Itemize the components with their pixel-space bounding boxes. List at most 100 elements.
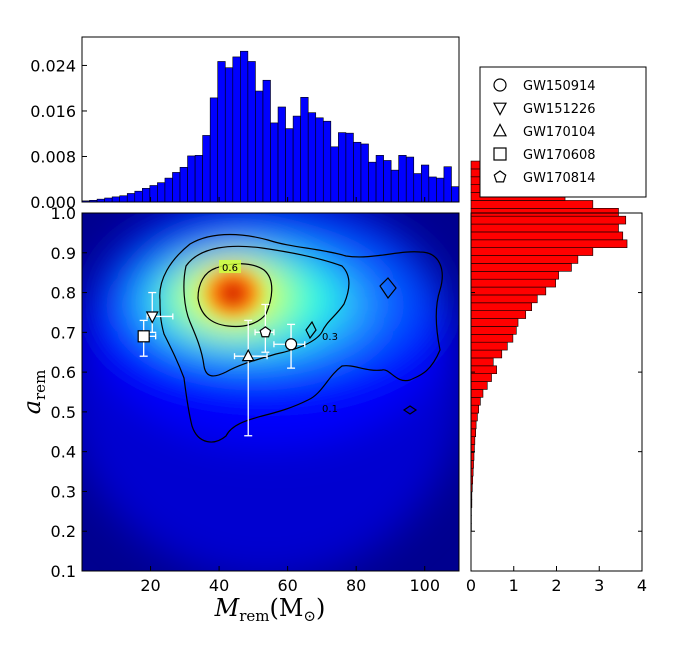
x-tick-label: 40 [209,576,229,595]
y-tick-label: 1.0 [51,204,76,223]
top-histogram-bar [368,161,377,203]
right-x-tick-label: 0 [466,576,476,595]
right-x-tick-label: 3 [594,576,604,595]
top-histogram-bar [285,128,294,203]
top-histogram-bar [322,120,332,203]
x-axis-subscript: rem [239,607,269,625]
top-histogram-bar [307,112,317,203]
right-x-tick-label: 4 [637,576,647,595]
right-histogram-bar [470,357,494,367]
main-panel: 0.6 0.3 0.1 20 40 60 80 100 0.10.20.30.40.50… [18,204,460,625]
right-histogram-bar [470,271,559,280]
y-tick-label: 0.2 [51,522,76,541]
top-histogram-bar [247,61,256,203]
right-histogram-bar [470,294,538,304]
legend-label: GW170608 [523,148,596,163]
right-histogram-bar [470,255,579,264]
event-points [137,291,306,437]
heatmap-density [82,213,459,571]
right-x-tick-label: 2 [551,576,561,595]
right-histogram-bar [470,373,492,382]
legend-label: GW170814 [523,171,596,186]
right-histogram-bar [470,389,484,398]
top-y-tick-label: 0.024 [30,56,76,75]
top-histogram-bar [270,122,279,203]
top-histogram-bar [277,106,286,203]
y-tick-label: 0.5 [51,403,76,422]
y-axis-symbol: a [18,400,46,414]
legend-marker-gw170814 [493,170,507,183]
x-axis-unit-open: (M [269,594,303,622]
top-histogram-bar [262,79,271,203]
top-histogram-bar [187,155,196,203]
top-histogram-bar [315,117,324,203]
top-histogram-bar [338,132,347,203]
top-histogram-bar [134,190,143,203]
top-histogram-bar [428,176,437,203]
event-marker-gw150914 [284,338,298,351]
top-histogram-bar [353,141,362,203]
legend-marker-gw170608 [493,147,507,161]
x-tick-label: 20 [140,576,160,595]
right-y-ticks [471,292,642,532]
right-histogram-bar [470,334,514,343]
contour-0-3 [183,245,350,377]
contour-label-0-3: 0.3 [322,332,338,343]
y-tick-label: 0.6 [51,363,76,382]
right-histogram-bar [470,349,503,359]
top-histogram-bar [224,67,234,203]
top-histogram-bar [420,164,430,203]
right-histogram-bar [470,208,619,217]
legend-marker-gw150914 [493,78,507,92]
x-tick-label: 100 [409,576,440,595]
top-histogram-bar [330,146,339,203]
contours [159,233,443,443]
top-histogram-bar [292,115,301,203]
legend-label: GW170104 [523,125,596,140]
top-x-ticks [150,197,426,202]
top-histogram-bar [255,90,264,203]
top-histogram: 0.000 0.008 0.016 0.024 [30,36,460,212]
right-histogram-bar [470,223,619,233]
x-axis-unit-subscript: ⊙ [303,607,316,625]
x-tick-label: 60 [277,576,297,595]
top-histogram-bar [164,177,173,203]
contour-island-1 [379,277,397,300]
top-histogram-bar [202,135,211,203]
right-histogram-bar [470,215,627,225]
heatmap: 0.6 0.3 0.1 [82,213,459,571]
x-tick-label: 80 [346,576,366,595]
contour-label-0-1: 0.1 [322,404,338,415]
y-tick-label: 0.7 [51,323,76,342]
right-histogram-bar [470,247,594,256]
top-histogram-bar [398,155,407,203]
top-histogram-bar [413,173,422,203]
top-histogram-bar [111,196,121,203]
top-histogram-bar [104,197,113,203]
right-histogram-bar [470,404,479,414]
right-histogram-bar [470,239,628,248]
event-marker-gw170104 [241,348,255,362]
event-marker-gw151226 [145,311,159,324]
top-histogram-bar [209,97,219,203]
top-histogram-bar [194,155,203,203]
legend: GW150914 GW151226 GW170104 GW170608 GW170814 [479,66,647,198]
contour-0-1 [159,233,443,443]
top-histogram-bar [126,193,136,203]
top-y-tick-label: 0.016 [30,102,76,121]
top-histogram-bar [232,56,241,203]
top-histogram-bar [375,155,384,203]
top-histogram-bar [300,97,309,203]
right-histogram-bar [470,231,624,241]
top-histogram-bar [405,156,415,203]
right-histogram-bar [470,263,572,272]
heatmap-core [207,271,259,315]
x-axis-symbol: M [214,594,241,622]
top-histogram-bar [119,195,128,203]
right-histogram-bars [470,160,628,532]
top-histogram-bar [179,166,188,203]
contour-label-0-6: 0.6 [222,263,238,274]
right-x-ticks: 0 1 2 3 4 [466,566,647,595]
top-histogram-bar [142,188,151,203]
top-histogram-bar [360,143,369,203]
